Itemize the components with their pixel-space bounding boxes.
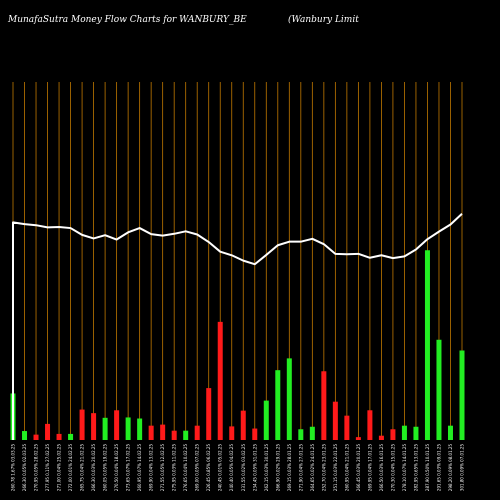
x-tick-label: 260.05 0.05% 19.02.25 xyxy=(103,444,108,492)
x-tick-label: 266.50 0.03% 16.01.25 xyxy=(379,444,384,492)
money-flow-bar xyxy=(68,433,74,440)
money-flow-bar xyxy=(194,425,200,440)
money-flow-bar xyxy=(183,430,189,440)
x-tick-label: 270.50 0.04% 18.02.25 xyxy=(114,444,119,492)
money-flow-bar xyxy=(206,388,212,440)
x-tick-label: 270.30 0.04% 15.01.25 xyxy=(390,444,395,492)
money-flow-bar xyxy=(309,426,315,440)
money-flow-bar xyxy=(263,400,269,440)
money-flow-bar xyxy=(22,431,28,440)
money-flow-bar xyxy=(413,426,419,440)
money-flow-bar xyxy=(344,415,350,440)
x-tick-label: 252.70 0.04% 23.01.25 xyxy=(321,444,326,492)
x-tick-label: 271.00 0.04% 25.02.25 xyxy=(57,444,62,492)
x-tick-label: 301.80 0.09% 07.01.25 xyxy=(460,444,465,492)
money-flow-bar xyxy=(321,371,327,440)
money-flow-bar xyxy=(114,410,120,440)
x-tick-label: 269.15 0.03% 28.01.25 xyxy=(287,444,292,492)
x-tick-label: 266.90 0.02% 29.01.25 xyxy=(275,444,280,492)
money-flow-bar xyxy=(275,370,281,440)
x-tick-label: 262.15 0.03% 30.01.25 xyxy=(264,444,269,492)
money-flow-bar xyxy=(459,350,465,440)
money-flow-bar xyxy=(45,423,51,440)
price-line xyxy=(12,213,463,440)
money-flow-bar xyxy=(102,417,108,440)
x-tick-label: 234.45 0.05% 31.01.25 xyxy=(252,444,257,492)
money-flow-bar xyxy=(229,426,235,440)
money-flow-bar xyxy=(171,430,177,440)
x-tick-label: 251.15 0.03% 22.01.25 xyxy=(333,444,338,492)
money-flow-bar xyxy=(424,250,430,440)
money-flow-bar xyxy=(355,437,361,440)
chart-title-right: (Wanbury Limit xyxy=(288,14,359,25)
money-flow-bar xyxy=(56,433,62,440)
money-flow-bar xyxy=(91,413,97,440)
x-tick-label: 260.95 0.04% 21.01.25 xyxy=(344,444,349,492)
money-flow-bar xyxy=(160,424,166,440)
x-tick-label: 260.95 0.07% 14.02.25 xyxy=(137,444,142,492)
x-tick-label: 282.95 0.65% 13.01.25 xyxy=(413,444,418,492)
x-tick-label: 231.55 0.02% 03.02.25 xyxy=(241,444,246,492)
price-line-group xyxy=(12,213,463,440)
money-flow-bar xyxy=(447,425,453,440)
x-tick-label: 276.65 0.04% 10.02.25 xyxy=(183,444,188,492)
money-flow-bar xyxy=(148,425,154,440)
chart-title-left: MunafaSutra Money Flow Charts for WANBUR… xyxy=(7,15,247,25)
money-flow-bar xyxy=(79,409,85,440)
money-flow-bar xyxy=(298,429,304,440)
x-tick-label: 266.30 0.03% 20.02.25 xyxy=(91,444,96,492)
x-tick-label: 269.95 0.04% 17.01.25 xyxy=(367,444,372,492)
money-flow-bar xyxy=(378,435,384,440)
x-tick-label: 260.78 1.67% 03.03.25 xyxy=(11,444,16,492)
x-tick-label: 270.95 0.05% 28.02.25 xyxy=(34,444,39,492)
money-flow-bar xyxy=(332,401,338,440)
x-tick-label: 271.55 0.05% 12.02.25 xyxy=(160,444,165,492)
x-tick-label: 226.45 0.85% 06.02.25 xyxy=(206,444,211,492)
x-tick-label: 266.45 0.03% 20.01.25 xyxy=(356,444,361,492)
vertical-gridlines xyxy=(12,82,463,440)
x-tick-label: 272.00 0.01% 24.02.25 xyxy=(68,444,73,492)
money-flow-bars xyxy=(10,250,465,440)
x-tick-label: 287.90 0.50% 10.01.25 xyxy=(425,444,430,492)
x-tick-label: 291.65 0.03% 09.01.25 xyxy=(436,444,441,492)
money-flow-bar xyxy=(137,418,143,440)
x-tick-label: 269.00 0.05% 07.02.25 xyxy=(195,444,200,492)
x-tick-label: 278.10 0.07% 14.01.25 xyxy=(402,444,407,492)
x-tick-label: 265.75 0.04% 21.02.25 xyxy=(80,444,85,492)
money-flow-bar xyxy=(367,410,373,440)
x-tick-label: 277.95 0.11% 27.02.25 xyxy=(45,444,50,492)
money-flow-bar xyxy=(217,321,223,440)
money-flow-bar xyxy=(252,428,258,440)
x-tick-label: 275.95 0.03% 11.02.25 xyxy=(172,444,177,492)
money-flow-bar xyxy=(390,429,396,440)
money-flow-bar xyxy=(401,425,407,440)
x-tick-label: 273.65 0.07% 17.02.25 xyxy=(126,444,131,492)
x-tick-label: 240.45 0.01% 05.02.25 xyxy=(218,444,223,492)
x-tick-label: 264.65 0.02% 24.01.25 xyxy=(310,444,315,492)
money-flow-bar xyxy=(33,434,39,440)
money-flow-bar xyxy=(240,410,246,440)
x-tick-label: 240.40 0.05% 04.02.25 xyxy=(229,444,234,492)
x-tick-label: 266.30 0.05% 02.03.25 xyxy=(22,444,27,492)
x-tick-label: 298.20 0.09% 08.01.25 xyxy=(448,444,453,492)
x-axis-tick-labels: 260.78 1.67% 03.03.25 266.30 0.05% 02.03.… xyxy=(11,444,465,492)
money-flow-bar xyxy=(286,358,292,440)
x-tick-label: 269.90 0.04% 13.02.25 xyxy=(149,444,154,492)
x-tick-label: 271.90 0.04% 27.01.25 xyxy=(298,444,303,492)
money-flow-bar xyxy=(436,339,442,440)
money-flow-bar xyxy=(125,417,131,440)
